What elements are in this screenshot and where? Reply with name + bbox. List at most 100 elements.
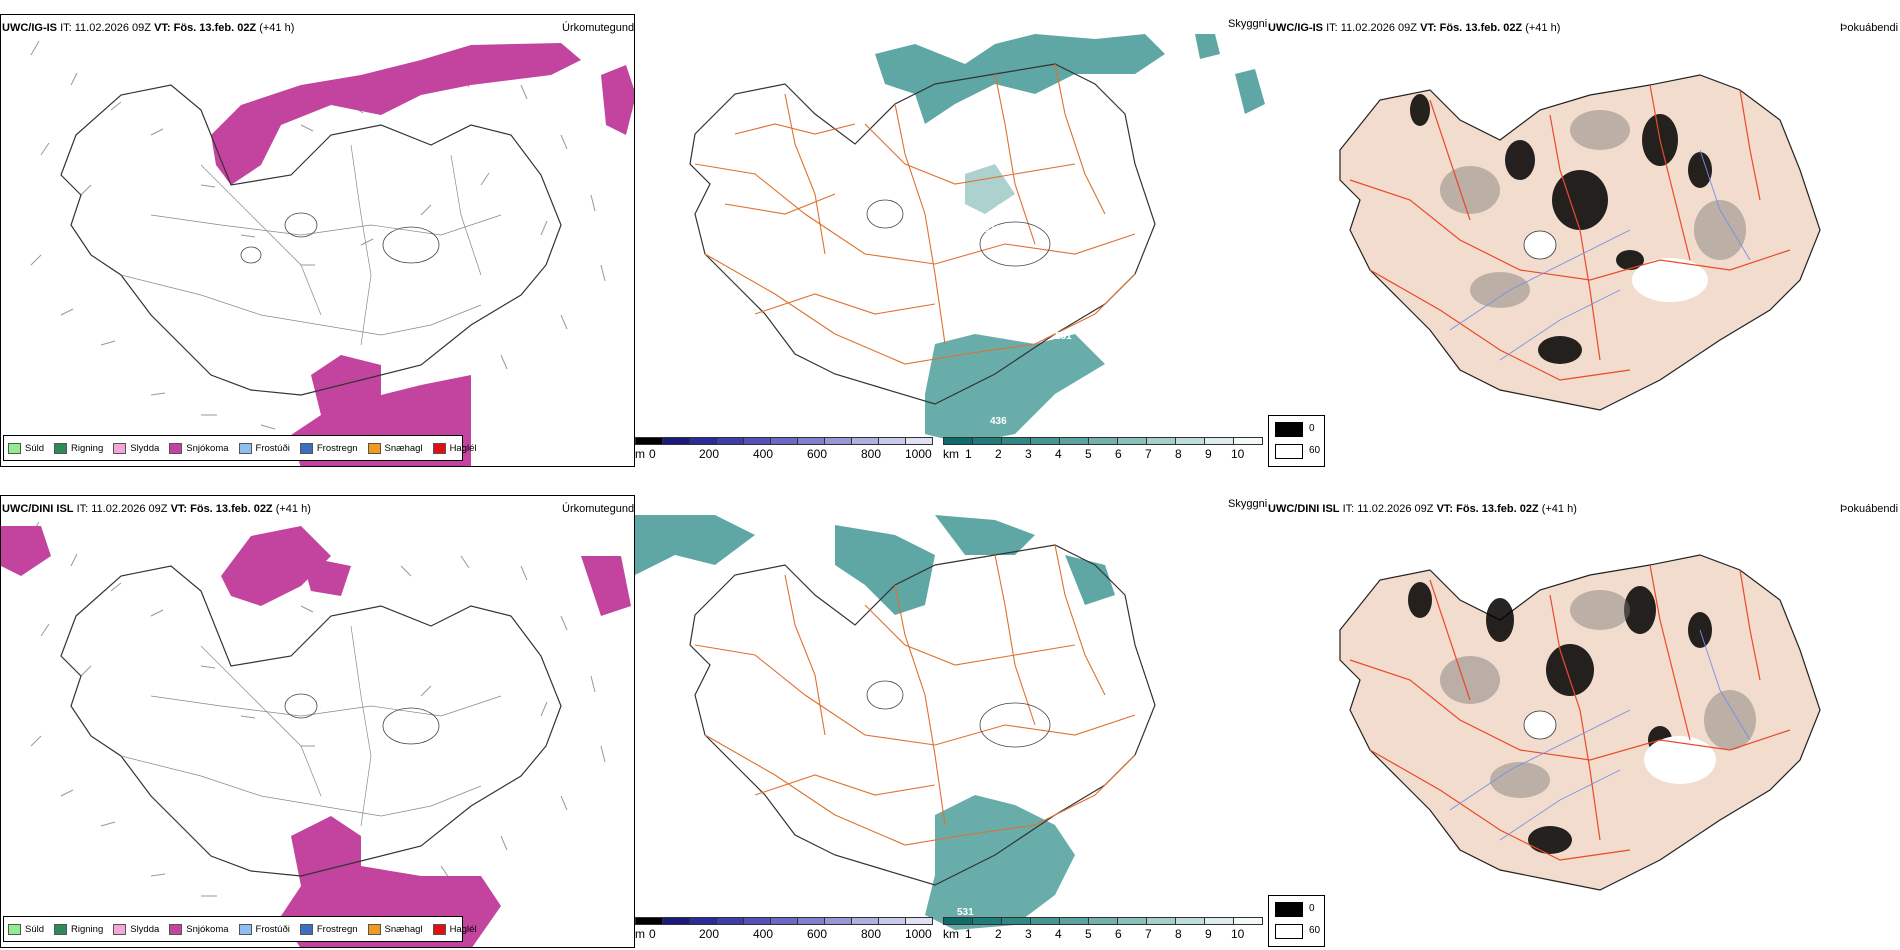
height-tick: 1000 (905, 447, 932, 461)
fog-key-1: 0 60 (1268, 415, 1325, 467)
precip-map-panel-1: Súld Rigning Slydda Snjókoma Frostúði Fr… (0, 14, 635, 467)
fog-key-low: 60 (1309, 925, 1321, 936)
vis-tick: 3 (1025, 927, 1032, 941)
fog-map-1 (1339, 74, 1821, 411)
vis-tick: 8 (1175, 447, 1182, 461)
precip-legend-2: Súld Rigning Slydda Snjókoma Frostúði Fr… (3, 916, 477, 942)
vis-number-label: 1953 (943, 617, 966, 628)
vis-tick: 4 (1055, 927, 1062, 941)
legend-item-rigning: Rigning (54, 923, 103, 935)
height-colorbar-2: m 0 200 400 600 800 1000 (635, 917, 935, 941)
fog-key-high: 0 (1309, 423, 1315, 434)
vis-number-label: 967 (880, 123, 897, 134)
snow-area-sw-2 (281, 816, 501, 947)
height-tick: 600 (807, 447, 828, 461)
legend-item-snjokoma: Snjókoma (169, 923, 229, 935)
vis-tick: 5 (1085, 447, 1092, 461)
vis-tick: 6 (1115, 447, 1122, 461)
fog-key-2: 0 60 (1268, 895, 1325, 947)
vis-colorbar-1: km 1 2 3 4 5 6 7 8 9 10 (943, 437, 1265, 461)
vis-number-label: 1185 (985, 224, 1007, 235)
vis-number-label: 531 (957, 907, 974, 918)
snow-area-north-1 (211, 43, 581, 185)
height-tick: 600 (807, 927, 828, 941)
height-colorbar-1: m 0 200 400 600 800 1000 (635, 437, 935, 461)
legend-item-sudd: Súld (8, 923, 44, 935)
vis-tick: 9 (1205, 927, 1212, 941)
height-tick: 800 (861, 447, 882, 461)
height-tick: 200 (699, 927, 720, 941)
snow-area-north-2 (1, 526, 631, 616)
fog-map-panel-1 (1300, 30, 1860, 470)
vis-tick: 5 (1085, 927, 1092, 941)
legend-item-snaehagl: Snæhagl (367, 923, 423, 935)
vis-tick: 10 (1231, 927, 1245, 941)
vis-title-1: Skyggni (1228, 18, 1268, 30)
fog-map-panel-2 (1300, 510, 1860, 950)
height-tick: 200 (699, 447, 720, 461)
legend-item-frostudi: Frostúði (238, 923, 290, 935)
vis-tick: 3 (1025, 447, 1032, 461)
legend-item-rigning: Rigning (54, 442, 103, 454)
legend-item-frostregn: Frostregn (299, 442, 358, 454)
vis-tick: 6 (1115, 927, 1122, 941)
precip-header-1: UWC/IG-IS IT: 11.02.2026 09Z VT: Fös. 13… (2, 22, 295, 34)
vis-tick: 8 (1175, 927, 1182, 941)
vis-tick: 1 (965, 927, 972, 941)
vis-tick: 9 (1205, 447, 1212, 461)
vis-unit: km (943, 927, 959, 941)
height-unit: m (635, 447, 645, 461)
vis-number-label: 436 (990, 416, 1007, 427)
precip-title-1: Úrkomutegund (562, 22, 635, 34)
vis-number-label: 501 (935, 599, 952, 610)
height-unit: m (635, 927, 645, 941)
fog-map-2 (1339, 554, 1821, 891)
legend-item-snjokoma: Snjókoma (169, 442, 229, 454)
vis-map-panel-2: 56 501 1953 531 (635, 495, 1265, 935)
vis-header-2: UWC/DINI ISL IT: 11.02.2026 09Z VT: Fös.… (1268, 503, 1577, 515)
vis-map-2: 56 501 1953 531 (635, 515, 1156, 930)
vis-tick: 2 (995, 447, 1002, 461)
vis-number-label: 56 (950, 587, 962, 598)
vis-tick: 10 (1231, 447, 1245, 461)
teal-area-north-2 (635, 515, 1115, 615)
vis-title-2: Skyggni (1228, 498, 1268, 510)
height-tick: 400 (753, 447, 774, 461)
legend-item-frostregn: Frostregn (299, 923, 358, 935)
vis-tick: 2 (995, 927, 1002, 941)
legend-item-haglel: Haglél (432, 923, 477, 935)
fog-title-2: Þokuábendi (1840, 503, 1899, 515)
vis-header-1: UWC/IG-IS IT: 11.02.2026 09Z VT: Fös. 13… (1268, 22, 1561, 34)
teal-area-south-1 (925, 334, 1105, 444)
precip-map-2 (1, 521, 631, 947)
precip-header-2: UWC/DINI ISL IT: 11.02.2026 09Z VT: Fös.… (2, 503, 311, 515)
teal-area-south-2 (925, 795, 1075, 930)
vis-tick: 7 (1145, 447, 1152, 461)
vis-tick: 1 (965, 447, 972, 461)
vis-tick: 4 (1055, 447, 1062, 461)
iceland-outline-1 (60, 84, 562, 396)
legend-item-slydda: Slydda (113, 442, 159, 454)
fog-key-high: 0 (1309, 903, 1315, 914)
legend-item-slydda: Slydda (113, 923, 159, 935)
legend-item-sudd: Súld (8, 442, 44, 454)
vis-map-1: 967 24 1585 1185 251 436 (689, 34, 1265, 444)
vis-tick: 7 (1145, 927, 1152, 941)
vis-colorbar-2: km 1 2 3 4 5 6 7 8 9 10 (943, 917, 1265, 941)
precip-legend-1: Súld Rigning Slydda Snjókoma Frostúði Fr… (3, 435, 477, 461)
vis-unit: km (943, 447, 959, 461)
precip-map-1 (30, 40, 634, 466)
height-tick: 0 (649, 447, 656, 461)
precip-title-2: Úrkomutegund (562, 503, 635, 515)
height-tick: 0 (649, 927, 656, 941)
vis-number-label: 24 (893, 176, 905, 187)
snow-area-east-1 (601, 65, 634, 135)
legend-item-haglel: Haglél (432, 442, 477, 454)
height-tick: 1000 (905, 927, 932, 941)
fog-title-1: Þokuábendi (1840, 22, 1899, 34)
legend-item-frostudi: Frostúði (238, 442, 290, 454)
vis-map-panel-1: 967 24 1585 1185 251 436 (635, 14, 1265, 454)
height-tick: 800 (861, 927, 882, 941)
iceland-outline-3 (60, 565, 562, 877)
teal-area-north-1 (875, 34, 1165, 124)
